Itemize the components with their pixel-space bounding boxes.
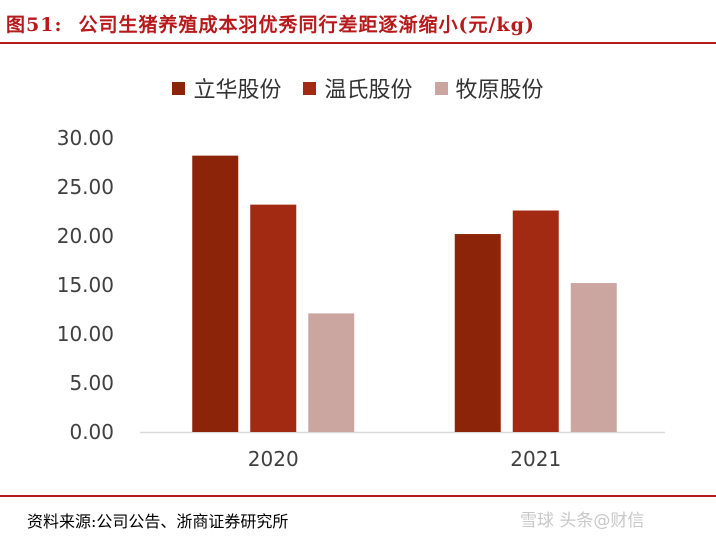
legend-swatch-lihua — [172, 81, 186, 95]
y-tick-label: 25.00 — [57, 175, 114, 199]
x-tick-label: 2020 — [248, 447, 299, 471]
figure-title: 图51: 公司生猪养殖成本羽优秀同行差距逐渐缩小(元/kg) — [6, 10, 710, 37]
legend-item-lihua: 立华股份 — [172, 72, 281, 104]
source-divider — [0, 495, 716, 497]
figure-caption: 公司生猪养殖成本羽优秀同行差距逐渐缩小(元/kg) — [78, 14, 535, 36]
bar-2020-series-0 — [192, 155, 239, 432]
y-tick-label: 20.00 — [57, 224, 114, 248]
y-tick-label: 10.00 — [57, 322, 114, 346]
legend-swatch-wens — [303, 81, 317, 95]
legend-label-muyuan: 牧原股份 — [455, 78, 544, 103]
x-tick-label: 2021 — [510, 447, 561, 471]
bar-2021-series-2 — [570, 283, 617, 432]
title-divider — [0, 42, 716, 44]
source-note: 资料来源:公司公告、浙商证券研究所 — [27, 512, 289, 531]
y-tick-label: 15.00 — [57, 273, 114, 297]
legend-label-wens: 温氏股份 — [324, 78, 413, 103]
figure-number: 图51: — [6, 14, 63, 36]
bar-2020-series-2 — [308, 313, 355, 432]
chart-legend: 立华股份 温氏股份 牧原股份 — [0, 72, 716, 104]
legend-item-muyuan: 牧原股份 — [434, 72, 544, 104]
bar-2020-series-1 — [250, 204, 297, 432]
watermark: 雪球 头条@财信 — [520, 511, 645, 531]
legend-label-lihua: 立华股份 — [193, 78, 282, 103]
bar-2021-series-0 — [454, 234, 501, 432]
y-tick-label: 30.00 — [57, 126, 114, 150]
y-tick-label: 5.00 — [69, 371, 114, 395]
y-tick-label: 0.00 — [69, 420, 114, 444]
legend-swatch-muyuan — [434, 81, 448, 95]
bar-chart: 0.00 5.00 10.00 15.00 20.00 25.00 30.00 2020 202… — [57, 126, 665, 471]
bar-2021-series-1 — [512, 210, 559, 432]
legend-item-wens: 温氏股份 — [303, 72, 413, 104]
